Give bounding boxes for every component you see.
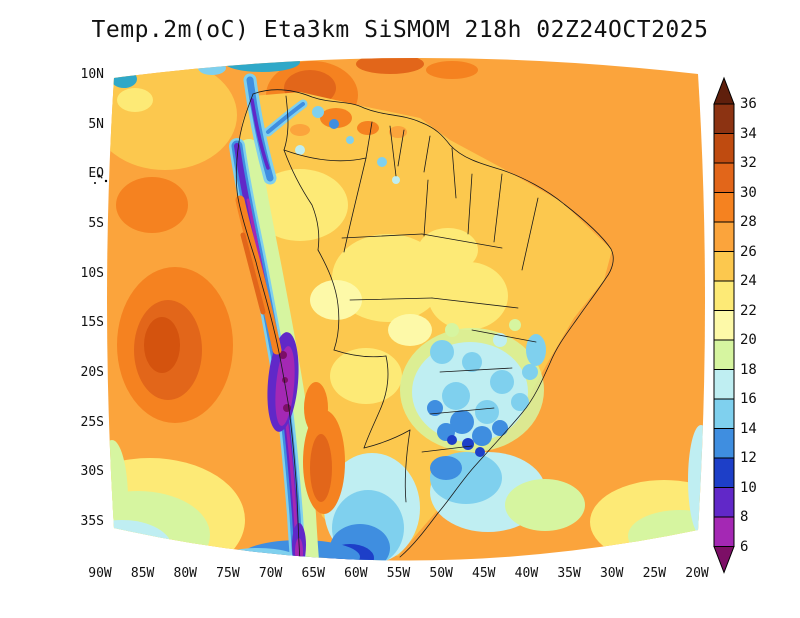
lon-tick-label: 25W xyxy=(642,566,667,581)
lon-tick-label: 85W xyxy=(130,566,155,581)
lon-tick-label: 40W xyxy=(514,566,539,581)
lat-tick-label: 30S xyxy=(80,464,104,480)
lon-tick-label: 35W xyxy=(557,566,581,581)
colorbar-band xyxy=(713,192,735,223)
colorbar-band xyxy=(713,398,735,429)
colorbar-band xyxy=(713,103,735,134)
lon-tick-label: 50W xyxy=(429,566,453,581)
lon-tick-label: 70W xyxy=(258,566,283,581)
lat-tick-label: 20S xyxy=(80,365,104,380)
lon-axis: 90W 85W 80W 75W 70W 65W 60W 55W 50W 45W 40W 35W 30W 2… xyxy=(0,566,800,586)
lon-tick-label: 60W xyxy=(344,566,368,581)
colorbar-bottom-arrow xyxy=(713,546,735,574)
colorbar-band xyxy=(713,280,735,311)
colorbar-band xyxy=(713,428,735,459)
lat-tick-label: EQ xyxy=(88,166,104,182)
lat-tick-label: 35S xyxy=(80,514,104,529)
lon-tick-label: 65W xyxy=(301,566,325,581)
colorbar-band xyxy=(713,310,735,341)
lon-tick-label: 80W xyxy=(173,566,198,581)
lat-axis: 10N 5N EQ 5S 10S 15S 20S 25S 30S 35S xyxy=(56,0,104,618)
lon-tick-label: 55W xyxy=(386,566,411,581)
lon-tick-label: 20W xyxy=(685,566,709,581)
lon-tick-label: 75W xyxy=(216,566,240,581)
lat-tick-label: 5S xyxy=(88,216,104,231)
colorbar-band xyxy=(713,133,735,164)
lat-tick-label: 15S xyxy=(80,315,104,331)
lon-tick-label: 45W xyxy=(472,566,496,581)
colorbar-top-arrow xyxy=(713,76,735,105)
colorbar-band xyxy=(713,369,735,400)
colorbar-band xyxy=(713,457,735,488)
lat-tick-label: 10N xyxy=(80,67,104,82)
colorbar-band xyxy=(713,516,735,547)
colorbar-band xyxy=(713,339,735,370)
lon-tick-label: 90W xyxy=(88,566,112,581)
colorbar-band xyxy=(713,487,735,518)
colorbar-band xyxy=(713,221,735,252)
lon-tick-label: 30W xyxy=(599,566,624,581)
lat-tick-label: 25S xyxy=(80,414,104,430)
lat-tick-label: 5N xyxy=(88,116,104,132)
colorbar-band xyxy=(713,251,735,282)
plot-title: Temp.2m(oC) Eta3km SiSMOM 218h 02Z24OCT2… xyxy=(91,17,709,43)
lat-tick-label: 10S xyxy=(80,265,104,281)
colorbar-band xyxy=(713,162,735,193)
